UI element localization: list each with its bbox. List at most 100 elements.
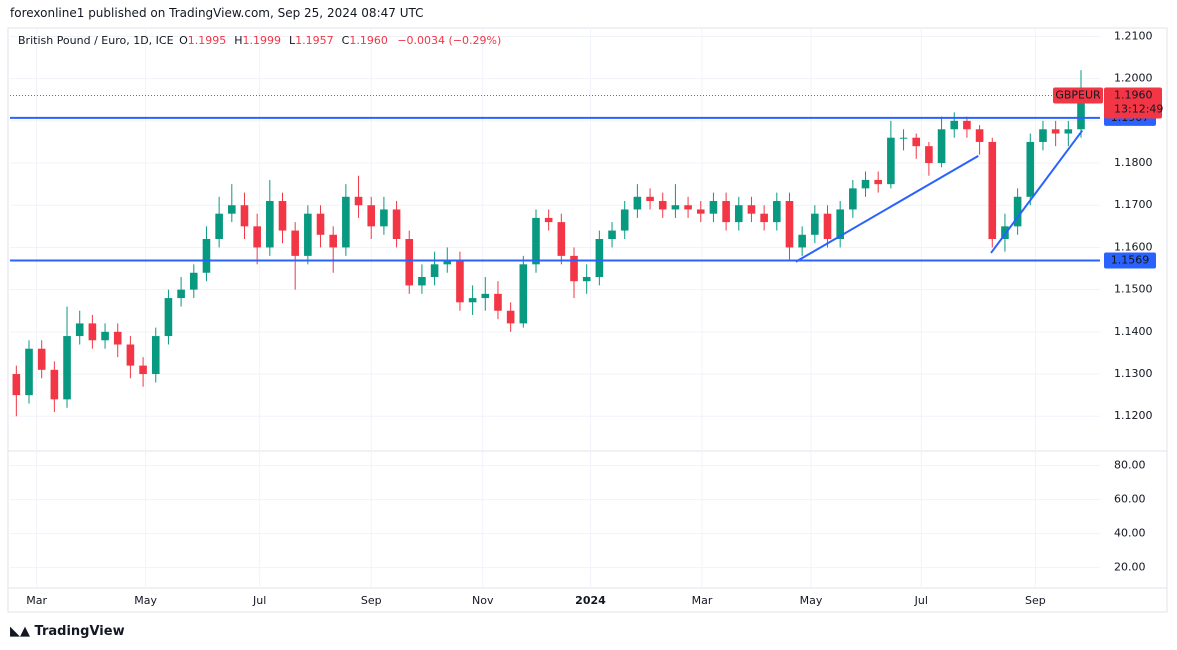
- x-tick-label: 2024: [575, 594, 606, 607]
- candle-body: [773, 201, 781, 223]
- candle-body: [430, 264, 439, 277]
- candle-body: [443, 260, 452, 265]
- candle-body: [88, 323, 97, 341]
- candle-body: [798, 234, 806, 248]
- legend-key: H: [234, 34, 243, 47]
- candle-body: [481, 293, 490, 299]
- legend-value: 1.1957: [295, 34, 334, 47]
- candle-body: [1026, 141, 1035, 197]
- candle-body: [684, 205, 692, 210]
- candle-body: [202, 239, 211, 273]
- candle-body: [456, 260, 464, 303]
- candle-body: [912, 137, 921, 147]
- candle-body: [316, 213, 325, 235]
- legend-key: C: [341, 34, 350, 47]
- candle-body: [468, 298, 477, 303]
- legend-value: 1.1960: [349, 34, 388, 47]
- candle-body: [570, 255, 578, 282]
- candle-body: [988, 141, 997, 239]
- candle-body: [1013, 196, 1022, 227]
- x-tick-label: May: [800, 594, 823, 607]
- candle-body: [101, 331, 109, 341]
- candle-body: [189, 272, 198, 290]
- candle-body: [126, 344, 135, 366]
- candle-body: [63, 336, 71, 400]
- candle-body: [266, 201, 274, 248]
- candle-body: [253, 226, 261, 248]
- candle-body: [874, 179, 882, 185]
- x-tick-label: Jul: [252, 594, 266, 607]
- price-badge: [1104, 87, 1162, 119]
- candle-body: [304, 213, 312, 256]
- candle-body: [329, 234, 337, 248]
- candle-body: [836, 209, 844, 239]
- trend-line: [990, 129, 1084, 254]
- candle-body: [925, 146, 933, 164]
- candle-body: [177, 289, 185, 299]
- publisher: forexonline1 published on TradingView.co…: [10, 6, 424, 20]
- legend: British Pound / Euro, 1D, ICE O1.1995 H1.…: [18, 34, 507, 47]
- candle-body: [494, 293, 502, 311]
- candle-body: [811, 213, 819, 235]
- x-tick-label: Sep: [1025, 594, 1046, 607]
- candle-body: [544, 217, 553, 223]
- candle-body: [215, 213, 223, 239]
- candle-body: [887, 137, 895, 185]
- candle-body: [722, 201, 730, 223]
- legend-key: L: [289, 34, 296, 47]
- candle-body: [646, 196, 654, 202]
- symbol-title: British Pound / Euro, 1D, ICE: [18, 34, 174, 47]
- y-tick-label: 1.1500: [1114, 283, 1153, 296]
- candle-body: [291, 230, 299, 256]
- candle-body: [633, 196, 642, 210]
- level-badge: [1104, 252, 1156, 269]
- candle-body: [367, 205, 376, 227]
- x-tick-label: Sep: [361, 594, 382, 607]
- candle-body: [696, 209, 705, 214]
- x-tick-label: Jul: [914, 594, 928, 607]
- brand-name: TradingView: [34, 624, 125, 639]
- candle-body: [1064, 129, 1073, 134]
- candle-body: [113, 331, 122, 345]
- y-tick-label: 40.00: [1114, 527, 1146, 540]
- legend-key: O: [179, 34, 188, 47]
- candle-body: [240, 205, 249, 227]
- candle-body: [823, 213, 832, 239]
- candle-body: [709, 201, 718, 214]
- candle-body: [354, 196, 363, 206]
- brand: ◣▲ TradingView: [10, 624, 125, 639]
- candle-body: [1077, 95, 1085, 130]
- candle-body: [734, 205, 743, 223]
- y-tick-label: 1.1400: [1114, 325, 1153, 338]
- candle-body: [1051, 129, 1060, 134]
- candle-body: [164, 298, 173, 337]
- candle-body: [519, 264, 528, 324]
- candle-body: [760, 213, 768, 223]
- candle-body: [228, 205, 236, 214]
- level-label: 1.1569: [1111, 254, 1150, 267]
- trend-line: [795, 155, 979, 263]
- chart-frame: [7, 27, 1168, 613]
- y-tick-label: 1.1700: [1114, 198, 1153, 211]
- candle-body: [342, 196, 350, 248]
- candle-body: [975, 129, 984, 142]
- x-tick-label: Mar: [26, 594, 47, 607]
- change: −0.0034 (−0.29%): [397, 34, 502, 47]
- candle-body: [405, 239, 414, 286]
- candle-body: [595, 239, 604, 277]
- legend-value: 1.1995: [187, 34, 227, 47]
- candle-body: [532, 217, 540, 265]
- candle-body: [418, 276, 426, 286]
- candle-body: [37, 348, 46, 370]
- legend-value: 1.1999: [242, 34, 282, 47]
- candle-body: [608, 230, 616, 239]
- candle-body: [380, 209, 388, 227]
- candle-body: [937, 129, 946, 164]
- candle-body: [1039, 129, 1047, 142]
- y-tick-label: 1.2100: [1114, 29, 1153, 42]
- last-price-label: 1.1960: [1114, 89, 1153, 102]
- x-tick-label: Nov: [472, 594, 494, 607]
- candle-body: [747, 205, 756, 214]
- y-tick-label: 1.1300: [1114, 367, 1153, 380]
